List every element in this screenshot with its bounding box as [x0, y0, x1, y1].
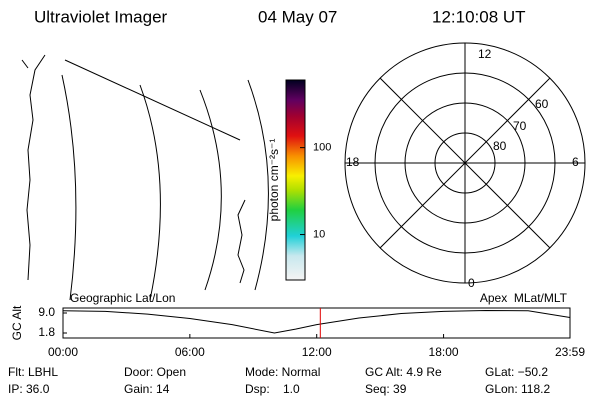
x-tick-label: 18:00 — [429, 345, 459, 359]
colorbar-tick-label: 100 — [313, 142, 331, 154]
mlt-label: 18 — [346, 155, 360, 169]
x-tick-label: 06:00 — [175, 345, 205, 359]
lat-label: 70 — [513, 119, 527, 133]
colorbar — [285, 79, 306, 281]
right-label: Apex MLat/MLT — [480, 291, 568, 305]
geo-grid — [21, 54, 269, 301]
y-tick-label: 1.8 — [38, 325, 55, 339]
footer-field: Seq: 39 — [365, 382, 407, 396]
footer-field: Mode: Normal — [245, 365, 320, 379]
colorbar-tick-label: 10 — [313, 228, 325, 240]
footer-field: IP: 36.0 — [8, 382, 50, 396]
footer-field: Door: Open — [124, 365, 186, 379]
footer-field: GLon: 118.2 — [485, 382, 550, 396]
y-tick-label: 9.0 — [38, 305, 55, 319]
footer-field: GC Alt: 4.9 Re — [365, 365, 442, 379]
mlt-label: 0 — [468, 276, 475, 290]
lat-label: 60 — [535, 97, 549, 111]
x-tick-label: 00:00 — [48, 345, 78, 359]
footer-field: Gain: 14 — [124, 382, 170, 396]
mlt-label: 6 — [572, 155, 579, 169]
plot-frame — [62, 307, 571, 339]
title: Ultraviolet Imager — [34, 7, 168, 26]
footer-field: Flt: LBHL — [8, 365, 58, 379]
data-line — [62, 309, 571, 334]
left-label: Geographic Lat/Lon — [70, 291, 175, 305]
date: 04 May 07 — [258, 7, 337, 26]
y-axis-label: GC Alt — [10, 305, 24, 340]
polar-grid — [344, 42, 586, 284]
lat-label: 80 — [493, 139, 507, 153]
x-tick-label: 12:00 — [302, 345, 332, 359]
footer: Flt: LBHL IP: 36.0 Door: Open Gain: 14 Mode:… — [8, 365, 550, 396]
footer-field: Dsp: 1.0 — [245, 382, 300, 396]
x-tick-label: 23:59 — [555, 345, 585, 359]
footer-field: GLat: −50.2 — [485, 365, 548, 379]
time: 12:10:08 UT — [432, 7, 526, 26]
colorbar-label: photon cm⁻²s⁻¹ — [267, 139, 281, 222]
mlt-label: 12 — [478, 47, 492, 61]
